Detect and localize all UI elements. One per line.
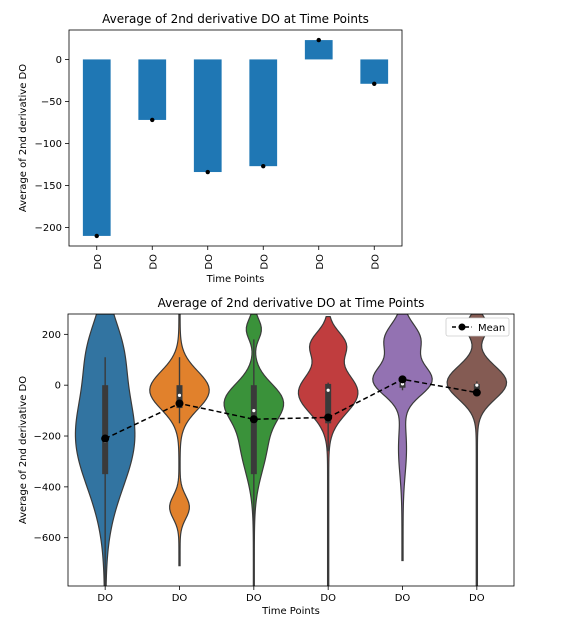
x-tick-label: DO xyxy=(259,254,270,270)
x-tick-label: DO xyxy=(395,593,411,604)
bar-point-marker xyxy=(372,81,377,86)
bar xyxy=(360,59,389,84)
y-tick-label: −600 xyxy=(34,533,61,544)
bar xyxy=(193,59,222,173)
bar xyxy=(138,59,167,120)
bar-point-marker xyxy=(205,169,210,175)
violin-median-marker xyxy=(326,388,330,392)
x-tick-label: DO xyxy=(469,593,485,604)
violin-iqr-box xyxy=(250,385,257,475)
bar-chart-x-axis-label: Time Points xyxy=(206,274,265,285)
legend-label-mean: Mean xyxy=(478,323,505,334)
mean-marker xyxy=(249,415,258,424)
x-tick-label: DO xyxy=(246,593,262,604)
y-tick-label: −400 xyxy=(34,482,61,493)
bar xyxy=(82,59,111,236)
violin-median-marker xyxy=(177,393,182,397)
legend-mean-marker xyxy=(458,323,466,331)
violin-body xyxy=(149,314,210,567)
violin-body xyxy=(446,314,508,586)
violin-chart-legend: Mean xyxy=(445,317,510,337)
mean-marker xyxy=(398,375,407,384)
violin-chart-y-axis-label: Average of 2nd derivative DO xyxy=(18,376,29,524)
violin-iqr-box xyxy=(102,385,109,475)
violin-body xyxy=(372,314,433,562)
bar xyxy=(249,59,278,167)
x-tick-label: DO xyxy=(172,593,188,604)
bar-point-marker xyxy=(316,37,321,43)
x-tick-label: DO xyxy=(97,593,113,604)
violin-chart-title: Average of 2nd derivative DO at Time Poi… xyxy=(158,296,425,310)
y-tick-label: −200 xyxy=(35,223,62,234)
y-tick-label: −100 xyxy=(35,139,62,150)
violin-chart: Average of 2nd derivative DO at Time Poi… xyxy=(18,296,515,617)
bar-chart-y-axis-label: Average of 2nd derivative DO xyxy=(18,64,29,212)
mean-line xyxy=(104,378,477,440)
mean-marker xyxy=(101,434,110,443)
x-tick-label: DO xyxy=(315,254,326,270)
violin-iqr-box xyxy=(325,383,332,424)
bar-point-marker xyxy=(150,117,155,123)
mean-marker xyxy=(175,399,184,408)
bar xyxy=(304,40,333,60)
y-tick-label: 0 xyxy=(56,55,62,66)
bar-chart: Average of 2nd derivative DO at Time Poi… xyxy=(18,12,403,285)
y-tick-label: −50 xyxy=(41,97,62,108)
x-tick-label: DO xyxy=(370,254,381,270)
violin-median-marker xyxy=(475,383,479,387)
x-tick-label: DO xyxy=(204,254,215,270)
legend-box xyxy=(445,317,510,337)
bar-point-marker xyxy=(94,233,99,239)
violin-chart-x-axis-label: Time Points xyxy=(261,606,320,617)
mean-marker xyxy=(472,388,481,397)
x-tick-label: DO xyxy=(148,254,159,270)
bar-chart-title: Average of 2nd derivative DO at Time Poi… xyxy=(102,12,369,26)
x-tick-label: DO xyxy=(320,593,336,604)
y-tick-label: 0 xyxy=(55,381,61,392)
bar-point-marker xyxy=(261,163,266,169)
y-tick-label: −150 xyxy=(35,181,62,192)
bar-chart-plot-frame xyxy=(68,29,403,247)
y-tick-label: −200 xyxy=(34,432,61,443)
violin-median-marker xyxy=(252,408,256,413)
x-tick-label: DO xyxy=(93,254,104,270)
mean-marker xyxy=(324,413,333,422)
violin-chart-plot-frame xyxy=(67,313,515,587)
y-tick-label: 200 xyxy=(42,330,61,341)
